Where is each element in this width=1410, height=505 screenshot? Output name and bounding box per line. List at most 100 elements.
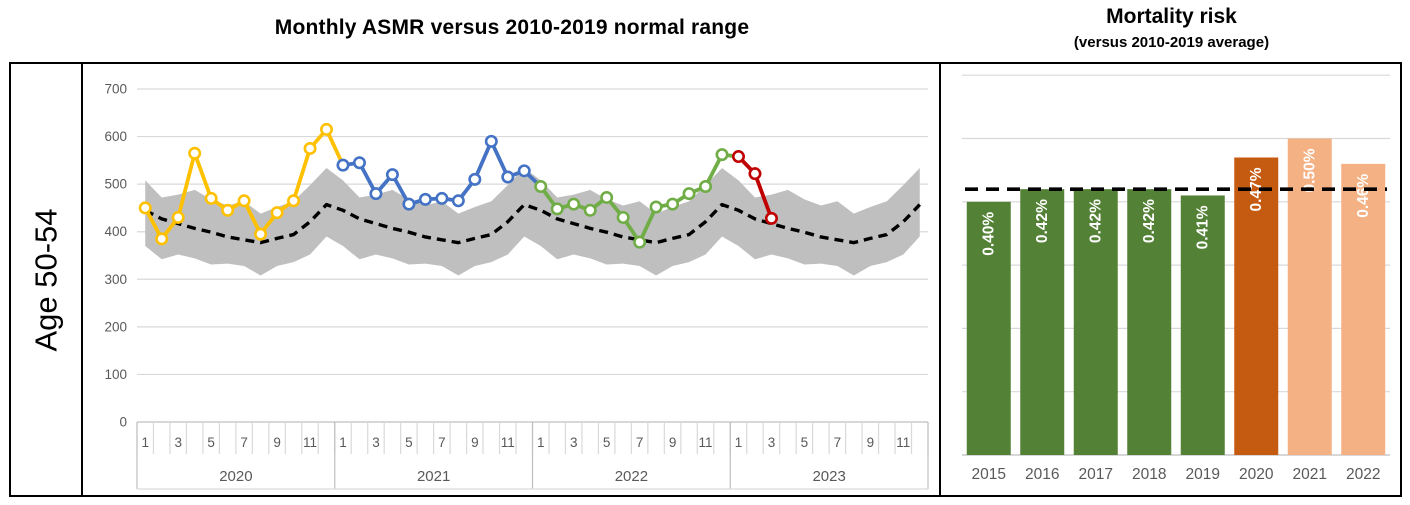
month-tick-label: 3 [768,435,776,450]
month-tick-label: 3 [174,435,182,450]
series-2022-marker-1 [534,180,548,194]
bar-value-label-2018: 0.42% [1141,199,1158,243]
series-2020-marker-9 [270,206,284,220]
bar-2021 [1287,138,1332,455]
series-2021 [336,134,543,211]
month-tick-label: 5 [405,435,413,450]
month-tick-label: 9 [471,435,479,450]
month-tick-label: 1 [537,435,545,450]
bar-2016 [1020,189,1065,455]
month-tick-label: 5 [801,435,809,450]
series-2020-marker-7 [237,194,251,208]
bar-group-2016: 0.42% 2016 [1020,189,1065,483]
month-tick-label: 7 [636,435,644,450]
y-tick-label-500: 500 [104,177,127,192]
y-tick-label-600: 600 [104,129,127,144]
series-2021-marker-9 [468,172,482,186]
series-2020-marker-4 [188,146,202,160]
average-line [144,202,921,245]
series-2022-marker-12 [715,148,729,162]
series-2020-marker-8 [254,227,268,241]
month-tick-label: 1 [339,435,347,450]
bar-value-label-2021: 0.50% [1301,148,1318,192]
y-tick-label-300: 300 [104,272,127,287]
series-2022-marker-8 [649,200,663,214]
series-2020-marker-10 [287,194,301,208]
bar-2019 [1180,195,1225,455]
month-tick-label: 7 [240,435,248,450]
y-tick-label-100: 100 [104,367,127,382]
series-2022-marker-6 [616,210,630,224]
bar-category-label-2018: 2018 [1132,466,1166,483]
series-2023 [731,150,778,225]
bar-value-label-2022: 0.46% [1355,174,1372,218]
series-2023-marker-3 [764,211,778,225]
bar-value-label-2020: 0.47% [1248,167,1265,211]
bar-value-label-2019: 0.41% [1194,205,1211,249]
bar-category-label-2022: 2022 [1346,466,1380,483]
series-2022-marker-7 [633,235,647,249]
series-2020-marker-1 [138,201,152,215]
month-tick-label: 3 [570,435,578,450]
right-chart-subtitle: (versus 2010-2019 average) [1073,34,1270,51]
series-2022-marker-10 [682,187,696,201]
series-2021-marker-5 [402,197,416,211]
series-2023-marker-1 [731,150,745,164]
bar-category-label-2017: 2017 [1079,466,1113,483]
bar-group-2018: 0.42% 2018 [1127,189,1172,483]
series-2022-marker-9 [666,197,680,211]
bar-2020 [1234,157,1279,455]
series-2021-marker-12 [517,164,531,178]
year-label-2022: 2022 [615,468,648,485]
bar-category-label-2016: 2016 [1025,466,1059,483]
age-group-cell: Age 50-54 [11,64,82,495]
series-2021-marker-10 [484,134,498,148]
right-chart-title: Mortality risk [1106,5,1237,28]
series-2020-marker-5 [204,191,218,205]
series-2021-marker-8 [451,194,465,208]
normal-range-band [145,167,920,276]
month-tick-label: 5 [603,435,611,450]
series-2022-marker-11 [699,180,713,194]
bar-category-label-2015: 2015 [972,466,1006,483]
series-2020-marker-6 [221,203,235,217]
bar-category-label-2021: 2021 [1293,466,1327,483]
month-tick-label: 5 [207,435,215,450]
left-chart-title: Monthly ASMR versus 2010-2019 normal ran… [274,16,750,39]
month-tick-label: 1 [141,435,149,450]
month-tick-label: 7 [834,435,842,450]
month-tick-label: 9 [273,435,281,450]
age-group-label: Age 50-54 [28,207,64,352]
bar-category-label-2019: 2019 [1186,466,1220,483]
series-2022-marker-4 [583,203,597,217]
series-2020-marker-2 [155,232,169,246]
series-2021-marker-3 [369,187,383,201]
month-tick-label: 9 [867,435,875,450]
bar-category-label-2020: 2020 [1239,466,1274,483]
bar-group-2022: 0.46% 2022 [1341,163,1386,483]
series-2021-marker-2 [352,156,366,170]
series-2022 [534,148,741,249]
x-axis: 1 3 5 7 9 11 2020 1 3 5 7 9 11 2021 1 3 5 7 9 11 2022 1 3 5 7 9 11… [136,422,929,490]
series-2020-marker-12 [320,122,334,136]
y-tick-label-700: 700 [104,82,127,97]
series-2022-marker-3 [567,197,581,211]
bar-group-2017: 0.42% 2017 [1073,189,1118,483]
series-2021-marker-1 [336,158,350,172]
bar-2017 [1073,189,1118,455]
bar-2015 [966,201,1011,455]
bar-group-2021: 0.50% 2021 [1287,138,1332,483]
y-tick-label-400: 400 [104,224,127,239]
year-label-2020: 2020 [219,468,252,485]
bar-group-2015: 0.40% 2015 [966,201,1011,483]
y-tick-label-0: 0 [119,415,127,430]
series-2020-marker-3 [171,210,185,224]
series-2022-marker-5 [600,190,614,204]
year-label-2021: 2021 [417,468,450,485]
month-tick-label: 11 [303,435,317,450]
bar-value-label-2017: 0.42% [1087,199,1104,243]
series-2021-marker-6 [418,192,432,206]
series-2021-marker-7 [435,191,449,205]
month-tick-label: 11 [699,435,713,450]
